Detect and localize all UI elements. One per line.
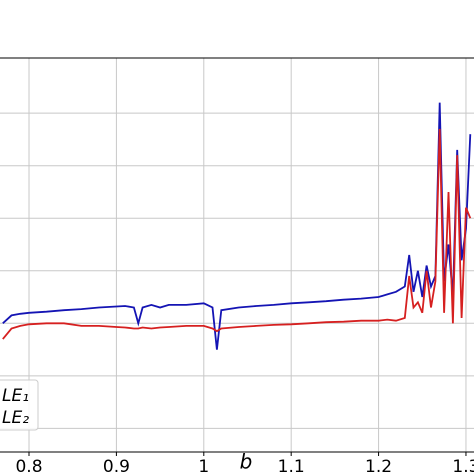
legend-label: LE₁ xyxy=(2,386,29,406)
x-tick-label: 1.2 xyxy=(365,457,392,474)
x-tick-label: 1.1 xyxy=(278,457,305,474)
x-tick-label: 1 xyxy=(198,457,209,474)
x-tick-label: 0.9 xyxy=(103,457,130,474)
legend-label: LE₂ xyxy=(2,408,29,428)
series-line xyxy=(2,128,472,340)
legend-box xyxy=(0,379,39,431)
x-axis-label: b xyxy=(240,450,253,474)
x-tick-label: 1.3 xyxy=(452,457,474,474)
x-tick-label: 0.8 xyxy=(15,457,42,474)
